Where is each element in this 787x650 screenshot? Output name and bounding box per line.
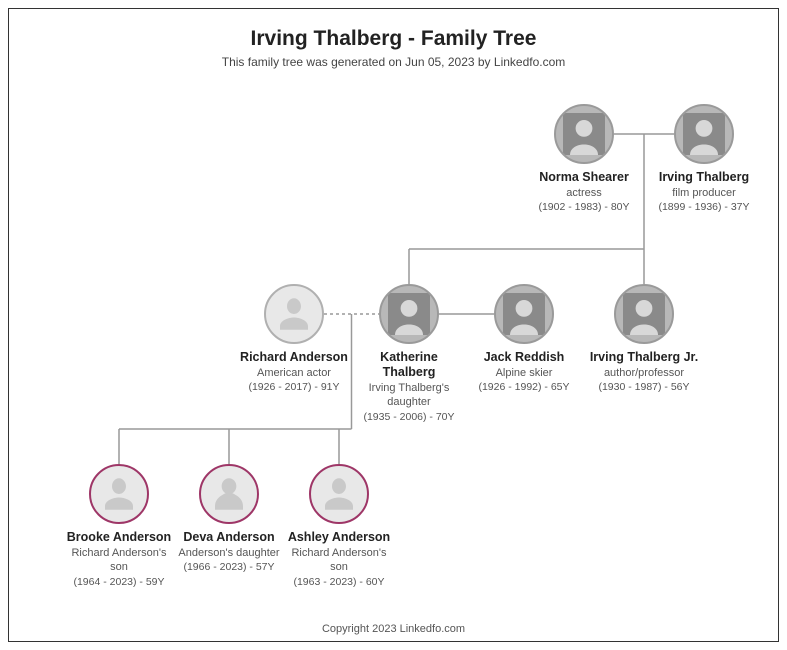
person-years: (1966 - 2023) - 57Y (174, 561, 284, 573)
person-desc: American actor (239, 366, 349, 380)
person-years: (1902 - 1983) - 80Y (529, 201, 639, 213)
avatar (494, 284, 554, 344)
person-ashley: Ashley AndersonRichard Anderson's son(19… (284, 464, 394, 588)
person-name: Deva Anderson (174, 530, 284, 545)
person-name: Brooke Anderson (64, 530, 174, 545)
person-desc: author/professor (589, 366, 699, 380)
person-norma: Norma Sheareractress(1902 - 1983) - 80Y (529, 104, 639, 213)
person-years: (1930 - 1987) - 56Y (589, 381, 699, 393)
person-name: Richard Anderson (239, 350, 349, 365)
person-desc: actress (529, 186, 639, 200)
page-title: Irving Thalberg - Family Tree (9, 27, 778, 51)
person-years: (1964 - 2023) - 59Y (64, 576, 174, 588)
person-desc: film producer (649, 186, 759, 200)
avatar (89, 464, 149, 524)
avatar (379, 284, 439, 344)
person-years: (1899 - 1936) - 37Y (649, 201, 759, 213)
person-desc: Richard Anderson's son (284, 546, 394, 575)
person-desc: Richard Anderson's son (64, 546, 174, 575)
frame: Irving Thalberg - Family Tree This famil… (8, 8, 779, 642)
person-name: Irving Thalberg Jr. (589, 350, 699, 365)
avatar (614, 284, 674, 344)
person-jack: Jack ReddishAlpine skier(1926 - 1992) - … (469, 284, 579, 393)
person-name: Jack Reddish (469, 350, 579, 365)
person-years: (1926 - 2017) - 91Y (239, 381, 349, 393)
person-years: (1935 - 2006) - 70Y (354, 411, 464, 423)
avatar (309, 464, 369, 524)
person-irvingjr: Irving Thalberg Jr.author/professor(1930… (589, 284, 699, 393)
person-years: (1963 - 2023) - 60Y (284, 576, 394, 588)
person-deva: Deva AndersonAnderson's daughter(1966 - … (174, 464, 284, 573)
person-desc: Irving Thalberg's daughter (354, 381, 464, 410)
person-desc: Anderson's daughter (174, 546, 284, 560)
person-richard: Richard AndersonAmerican actor(1926 - 20… (239, 284, 349, 393)
page-subtitle: This family tree was generated on Jun 05… (9, 55, 778, 69)
person-years: (1926 - 1992) - 65Y (469, 381, 579, 393)
person-katherine: Katherine ThalbergIrving Thalberg's daug… (354, 284, 464, 423)
person-desc: Alpine skier (469, 366, 579, 380)
avatar (674, 104, 734, 164)
person-irving: Irving Thalbergfilm producer(1899 - 1936… (649, 104, 759, 213)
copyright-text: Copyright 2023 Linkedfo.com (9, 623, 778, 635)
person-name: Katherine Thalberg (354, 350, 464, 380)
person-name: Irving Thalberg (649, 170, 759, 185)
avatar (264, 284, 324, 344)
person-name: Norma Shearer (529, 170, 639, 185)
person-name: Ashley Anderson (284, 530, 394, 545)
person-brooke: Brooke AndersonRichard Anderson's son(19… (64, 464, 174, 588)
avatar (199, 464, 259, 524)
avatar (554, 104, 614, 164)
